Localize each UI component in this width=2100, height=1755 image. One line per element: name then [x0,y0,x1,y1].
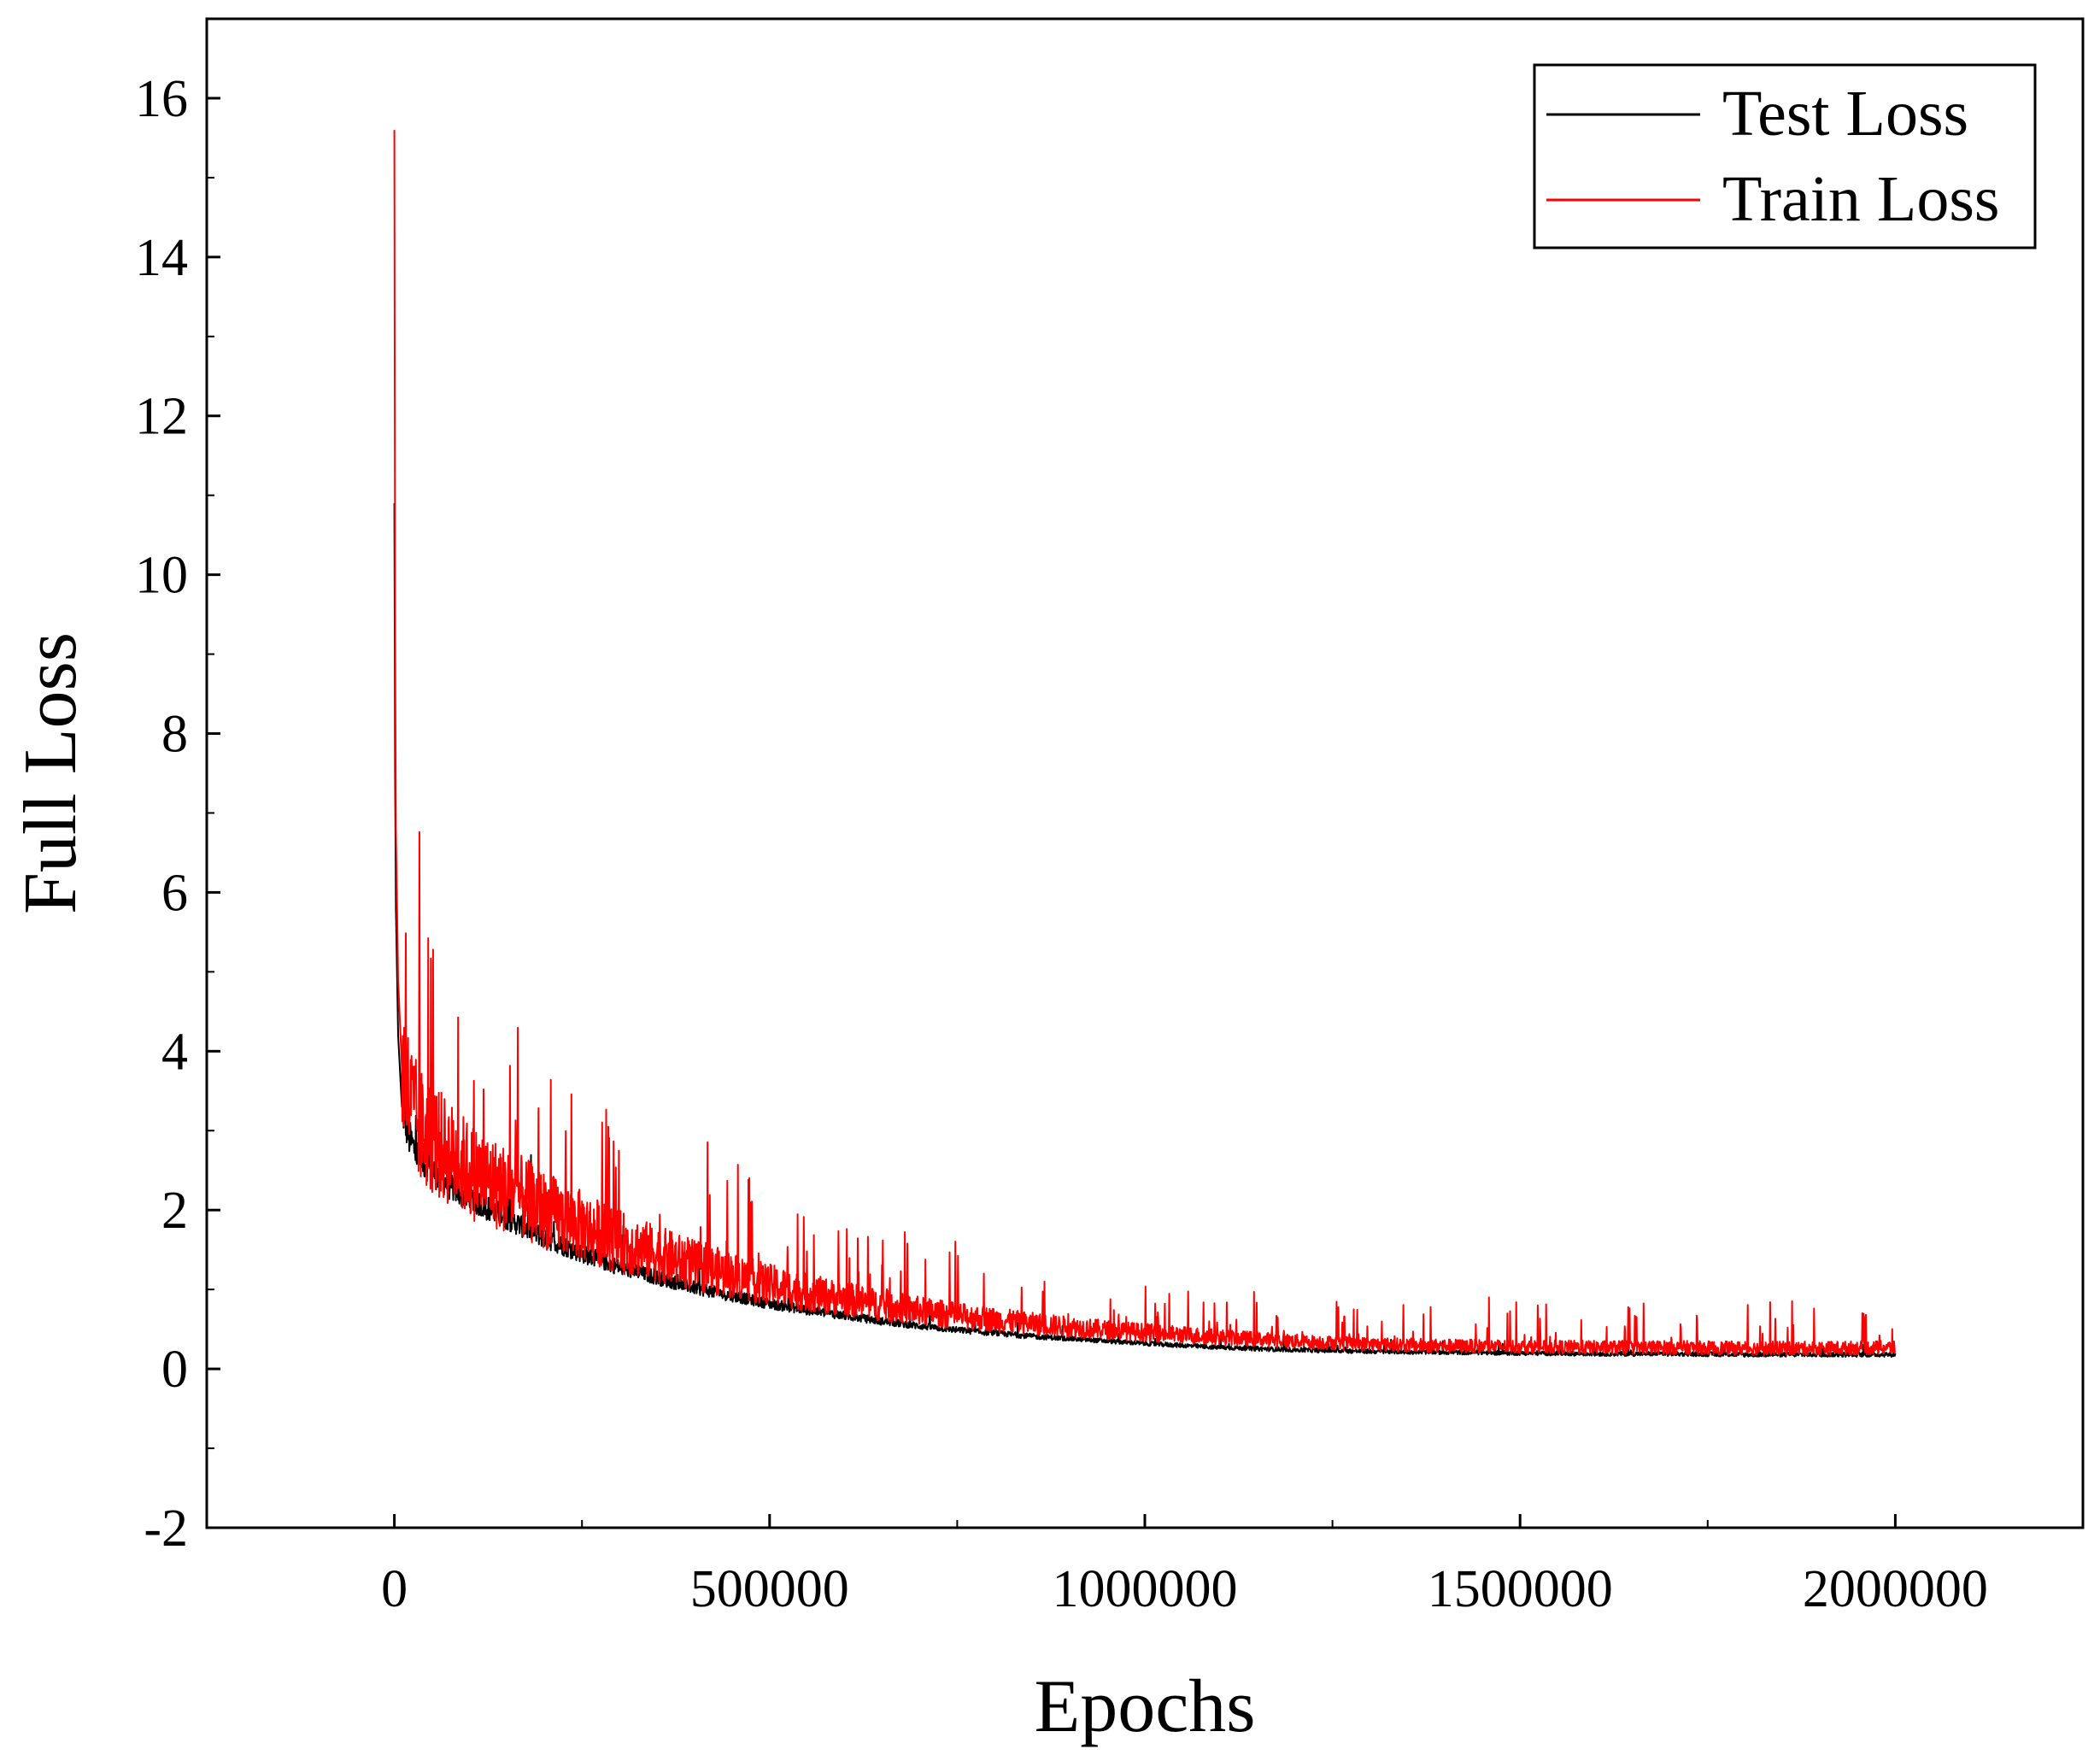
x-axis-title: Epochs [1034,1665,1255,1748]
legend-label-test-loss: Test Loss [1722,78,1968,150]
x-tick-label: 1000000 [1053,1560,1238,1618]
y-tick-label: -2 [144,1500,188,1558]
y-tick-label: 14 [135,229,188,287]
legend-label-train-loss: Train Loss [1722,163,1999,235]
legend: Test Loss Train Loss [1533,63,2037,249]
y-tick-label: 12 [135,388,188,446]
legend-frame [1533,63,2037,249]
x-tick-label: 0 [381,1560,408,1618]
y-tick-label: 0 [161,1341,188,1399]
y-tick-label: 16 [135,70,188,128]
x-tick-label: 1500000 [1428,1560,1613,1618]
y-tick-label: 8 [161,706,188,764]
y-tick-label: 2 [161,1182,188,1240]
y-tick-label: 4 [161,1023,188,1081]
x-tick-label: 500000 [690,1560,849,1618]
y-tick-label: 10 [135,547,188,605]
x-tick-label: 2000000 [1803,1560,1988,1618]
series-line-train-loss [393,130,1896,1356]
y-tick-label: 6 [161,864,188,922]
ticks-layer: -2 0 2 4 6 8 10 12 14 16 0 500000 1000000 1500000 2000… [135,18,1988,1618]
series-layer [393,130,1897,1358]
y-axis-title: Full Loss [9,632,92,914]
